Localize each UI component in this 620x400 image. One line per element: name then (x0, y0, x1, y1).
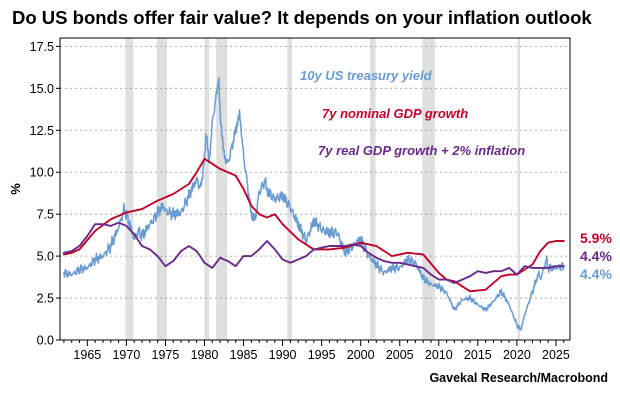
x-tick-label-2: 1975 (152, 348, 180, 362)
recession-band-0 (125, 38, 134, 340)
y-tick-label-5: 12.5 (30, 124, 54, 138)
recession-band-1 (156, 38, 167, 340)
plot-frame (59, 37, 571, 341)
recession-band-7 (517, 38, 521, 340)
gridlines (60, 45, 570, 299)
x-tick-label-3: 1980 (191, 348, 219, 362)
y-tick-label-4: 10.0 (30, 166, 54, 180)
y-tick-label-0: 0.0 (37, 334, 54, 348)
x-tick-label-6: 1995 (308, 348, 336, 362)
annotation-nominal-gdp: 7y nominal GDP growth (322, 106, 468, 121)
annotation-treasury: 10y US treasury yield (300, 68, 433, 83)
y-tick-label-1: 2.5 (37, 292, 54, 306)
y-tick-label-6: 15.0 (30, 82, 54, 96)
x-tick-label-9: 2010 (425, 348, 453, 362)
x-tick-label-0: 1965 (73, 348, 101, 362)
series-nominal-gdp-growth (62, 157, 565, 293)
x-tick-label-7: 2000 (347, 348, 375, 362)
end-label-nominal-gdp: 5.9% (580, 230, 612, 246)
x-tick-label-5: 1990 (269, 348, 297, 362)
series-real-gdp-growth (62, 221, 565, 284)
recession-band-5 (370, 38, 376, 340)
recession-band-4 (287, 38, 292, 340)
end-label-treasury: 4.4% (580, 266, 612, 282)
recession-band-3 (216, 38, 228, 340)
annotation-real-gdp: 7y real GDP growth + 2% inflation (318, 143, 525, 158)
x-axis: 1965 1970 1975 1980 1985 1990 1995 2000 2005 2010… (63, 340, 570, 362)
y-tick-label-2: 5.0 (37, 250, 54, 264)
x-tick-label-8: 2005 (386, 348, 414, 362)
recession-band-2 (204, 38, 210, 340)
x-tick-label-11: 2020 (503, 348, 531, 362)
y-tick-label-3: 7.5 (37, 208, 54, 222)
x-tick-label-4: 1985 (230, 348, 258, 362)
x-tick-label-10: 2015 (464, 348, 492, 362)
end-label-real-gdp: 4.4% (580, 248, 612, 264)
series-lines (62, 76, 565, 331)
y-tick-label-7: 17.5 (30, 40, 54, 54)
x-tick-label-1: 1970 (112, 348, 140, 362)
y-axis-label: % (8, 183, 23, 195)
x-tick-label-12: 2025 (542, 348, 570, 362)
chart-title: Do US bonds offer fair value? It depends… (12, 7, 592, 28)
series-treasury-yield (63, 76, 565, 331)
recession-band-6 (422, 38, 435, 340)
y-axis: 0.0 2.5 5.0 7.5 10.0 12.5 15.0 17.5 (30, 40, 60, 348)
source-note: Gavekal Research/Macrobond (429, 371, 608, 385)
recession-bands (125, 38, 521, 340)
